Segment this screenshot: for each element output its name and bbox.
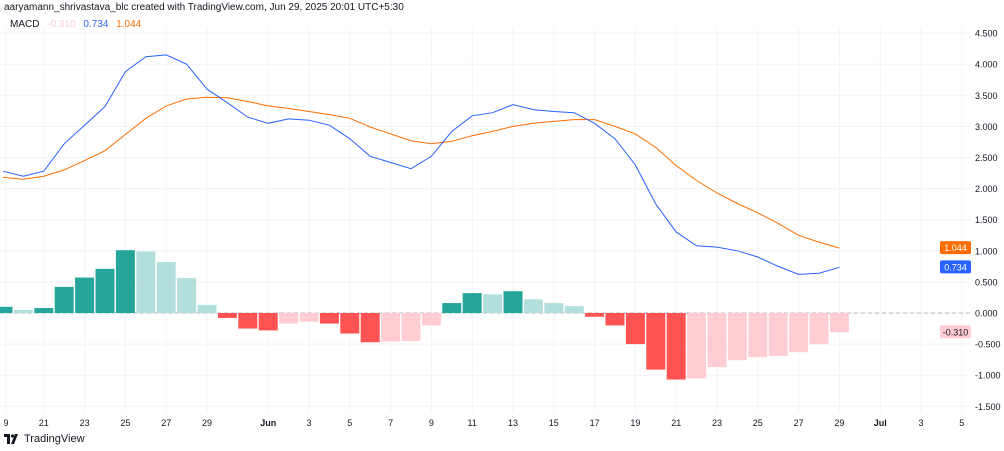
x-tick-label: 9 xyxy=(429,418,434,428)
legend-macd-value: 0.734 xyxy=(83,19,109,30)
legend-hist-value: -0.310 xyxy=(47,19,76,30)
histogram-bar xyxy=(95,268,115,313)
y-tick-label: 0.000 xyxy=(975,309,998,319)
macd-last-badge-label: 0.734 xyxy=(944,262,967,272)
histogram-bar xyxy=(0,306,13,313)
x-tick-label: 13 xyxy=(508,418,518,428)
histogram-bar xyxy=(605,313,625,326)
histogram-bar xyxy=(381,313,401,342)
histogram-bar xyxy=(421,313,441,326)
histogram-bar xyxy=(748,313,768,358)
hist-last-badge xyxy=(940,325,971,339)
histogram-bar xyxy=(585,313,605,317)
x-tick-label: 25 xyxy=(120,418,130,428)
x-tick-label: 29 xyxy=(834,418,844,428)
x-tick-label: 25 xyxy=(753,418,763,428)
histogram-bar xyxy=(503,291,523,313)
histogram-bar xyxy=(401,313,421,341)
histogram-bar xyxy=(75,277,95,313)
macd-line xyxy=(2,54,840,275)
x-tick-label: Jul xyxy=(874,418,887,428)
histogram-bar xyxy=(258,313,278,331)
logo-text: TradingView xyxy=(24,433,85,445)
histogram-bar xyxy=(319,313,339,324)
y-tick-label: 0.500 xyxy=(975,277,998,287)
histogram-bar xyxy=(687,313,707,379)
y-tick-label: 3.500 xyxy=(975,91,998,101)
histogram-bar xyxy=(299,313,319,322)
x-tick-label: 21 xyxy=(671,418,681,428)
histogram-bar xyxy=(279,313,299,324)
x-tick-label: 5 xyxy=(959,418,964,428)
histogram-bar xyxy=(238,313,258,329)
x-tick-label: 27 xyxy=(794,418,804,428)
histogram-bar xyxy=(442,303,462,313)
signal-last-badge-label: 1.044 xyxy=(944,243,967,253)
x-tick-label: 17 xyxy=(590,418,600,428)
indicator-legend[interactable]: MACD -0.310 0.734 1.044 xyxy=(10,19,146,30)
hist-last-badge-label: -0.310 xyxy=(943,327,969,337)
signal-line xyxy=(2,96,840,249)
histogram-bar xyxy=(789,313,809,353)
histogram-bar xyxy=(544,303,564,313)
histogram-bar xyxy=(197,304,217,313)
histogram-bar xyxy=(483,294,503,313)
histogram-bar xyxy=(727,313,747,361)
x-tick-label: 27 xyxy=(161,418,171,428)
histogram-bar xyxy=(462,293,482,313)
histogram-bar xyxy=(13,309,33,313)
tradingview-logo[interactable]: TradingView xyxy=(4,433,85,445)
histogram-bar xyxy=(34,308,54,313)
histogram-bar xyxy=(54,286,74,313)
histogram-bar xyxy=(564,306,584,313)
macd-last-badge xyxy=(940,260,971,274)
legend-name: MACD xyxy=(10,19,40,30)
y-tick-label: 1.500 xyxy=(975,215,998,225)
y-tick-label: -1.000 xyxy=(975,371,1001,381)
histogram-bar xyxy=(625,313,645,345)
histogram-bar xyxy=(523,299,543,313)
histogram-bar xyxy=(829,313,849,333)
x-tick-label: 7 xyxy=(388,418,393,428)
signal-last-badge xyxy=(940,241,971,255)
y-tick-label: 3.000 xyxy=(975,122,998,132)
x-tick-label: 19 xyxy=(630,418,640,428)
x-tick-label: 15 xyxy=(549,418,559,428)
histogram-bar xyxy=(115,250,135,313)
histogram-bar xyxy=(707,313,727,368)
histogram-bar xyxy=(217,313,237,318)
legend-signal-value: 1.044 xyxy=(116,19,142,30)
x-tick-label: 3 xyxy=(306,418,311,428)
x-tick-label: 11 xyxy=(468,418,477,428)
chart-title: aaryamann_shrivastava_blc created with T… xyxy=(4,2,404,13)
histogram-bar xyxy=(177,278,197,313)
y-tick-label: 1.000 xyxy=(975,246,998,256)
y-tick-label: -0.500 xyxy=(975,340,1001,350)
histogram-bar xyxy=(809,313,829,345)
histogram-bar xyxy=(156,261,176,313)
tradingview-logo-icon xyxy=(4,434,18,444)
y-tick-label: 4.500 xyxy=(975,29,998,39)
x-tick-label: Jun xyxy=(260,418,276,428)
histogram-bar xyxy=(360,313,380,343)
x-tick-label: 23 xyxy=(80,418,90,428)
histogram-bar xyxy=(768,313,788,356)
y-tick-label: 2.500 xyxy=(975,153,998,163)
histogram-bar xyxy=(136,251,156,313)
y-tick-label: 2.000 xyxy=(975,184,998,194)
x-tick-label: 21 xyxy=(39,418,49,428)
x-tick-label: 29 xyxy=(202,418,212,428)
y-tick-label: 4.000 xyxy=(975,60,998,70)
y-tick-label: -1.500 xyxy=(975,402,1001,412)
histogram-bar xyxy=(666,313,686,380)
x-tick-label: 9 xyxy=(3,418,8,428)
x-tick-label: 5 xyxy=(347,418,352,428)
x-tick-label: 3 xyxy=(918,418,923,428)
histogram-bar xyxy=(646,313,666,370)
x-tick-label: 23 xyxy=(712,418,722,428)
histogram-bar xyxy=(340,313,360,334)
